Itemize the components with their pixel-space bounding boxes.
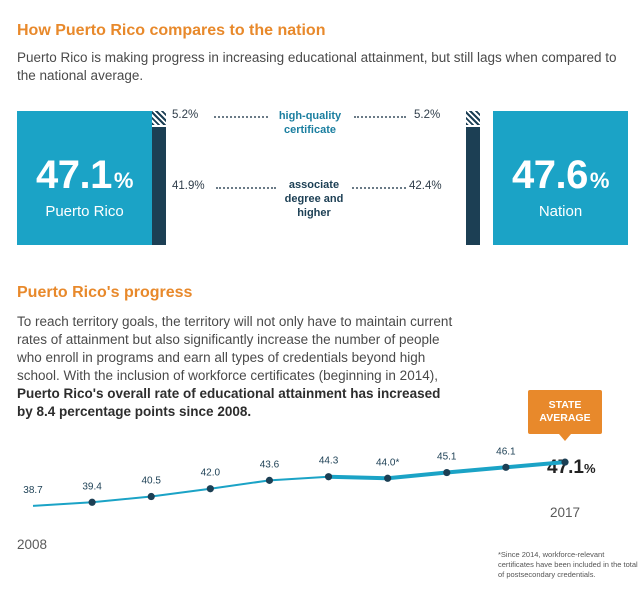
data-point: [206, 485, 214, 493]
certificate-segment: [152, 111, 166, 125]
degree-segment: [152, 127, 166, 245]
data-point: [443, 468, 451, 477]
nation-total-value: 47.6%: [512, 153, 609, 197]
progress-line-chart: 38.7 39.4 40.5 42.0 43.6 44.3 44.0* 45.1 46.1: [23, 446, 569, 507]
data-label: 46.1: [496, 446, 516, 457]
puerto-rico-breakdown-bar: [152, 111, 166, 245]
end-year-label: 2017: [550, 505, 581, 520]
dotted-leader: [354, 116, 406, 118]
comparison-description: Puerto Rico is making progress in increa…: [17, 50, 617, 83]
puerto-rico-total-box: 47.1% Puerto Rico: [17, 111, 152, 245]
nation-degree-value: 42.4%: [409, 180, 442, 192]
data-label: 40.5: [141, 476, 161, 487]
data-point: [88, 498, 96, 506]
data-point: [265, 476, 274, 484]
nation-label: Nation: [538, 203, 583, 220]
certificate-label: high-quality certificate: [278, 110, 342, 136]
data-point: [147, 492, 155, 501]
degree-segment: [466, 127, 480, 245]
pr-degree-value: 41.9%: [172, 180, 205, 192]
data-label: 43.6: [260, 459, 280, 470]
data-point: [324, 473, 333, 481]
progress-description: To reach territory goals, the territory …: [17, 314, 453, 419]
data-label: 42.0: [201, 468, 221, 479]
state-average-callout: STATE AVERAGE: [528, 390, 602, 441]
certificate-segment: [466, 111, 480, 125]
data-label: 39.4: [82, 481, 102, 492]
data-point: [502, 463, 510, 471]
dotted-leader: [352, 187, 406, 189]
section-title-comparison: How Puerto Rico compares to the nation: [17, 22, 326, 39]
data-label: 44.0*: [376, 457, 399, 468]
section-title-progress: Puerto Rico's progress: [17, 284, 193, 301]
data-label: 45.1: [437, 452, 457, 463]
dotted-leader: [214, 116, 268, 118]
nation-certificate-value: 5.2%: [414, 109, 441, 121]
nation-breakdown-bar: [466, 111, 480, 245]
data-point: [561, 458, 569, 466]
pr-certificate-value: 5.2%: [172, 109, 199, 121]
degree-label: associate degree and higher: [284, 179, 344, 219]
data-point: [384, 474, 392, 482]
nation-total-box: 47.6% Nation: [493, 111, 628, 245]
puerto-rico-label: Puerto Rico: [45, 203, 124, 220]
start-year-label: 2008: [17, 537, 48, 552]
puerto-rico-total-value: 47.1%: [36, 153, 133, 197]
data-label: 44.3: [319, 456, 339, 467]
dotted-leader: [216, 187, 276, 189]
data-label: 38.7: [23, 485, 43, 496]
footnote: *Since 2014, workforce-relevant certific…: [498, 550, 638, 579]
